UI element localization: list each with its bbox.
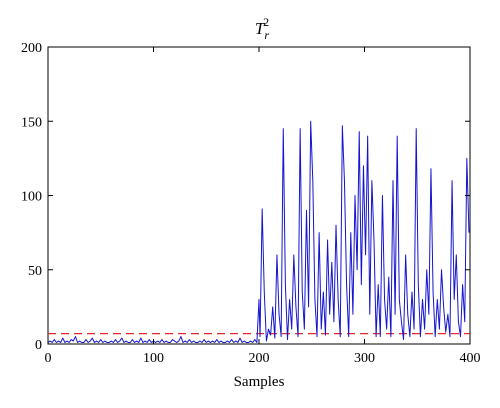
x-tick-label: 300 xyxy=(354,351,375,366)
chart-title: Tr2 xyxy=(255,15,269,42)
x-tick-label: 0 xyxy=(45,351,52,366)
y-tick-label: 100 xyxy=(21,190,42,205)
chart-title-base: T xyxy=(255,19,266,38)
chart-title-sup: 2 xyxy=(263,15,269,29)
y-axis-ticks: 0 50 100 150 200 xyxy=(21,41,470,353)
x-tick-label: 100 xyxy=(143,351,164,366)
x-axis-ticks: 0 100 200 300 400 xyxy=(45,47,481,366)
y-tick-label: 50 xyxy=(28,264,42,279)
y-tick-label: 0 xyxy=(35,338,42,353)
chart-title-sub: r xyxy=(264,28,269,42)
x-tick-label: 200 xyxy=(249,351,270,366)
x-axis-label: Samples xyxy=(234,374,285,390)
data-series-line xyxy=(47,120,470,344)
y-tick-label: 150 xyxy=(21,115,42,130)
x-tick-label: 400 xyxy=(460,351,481,366)
y-tick-label: 200 xyxy=(21,41,42,56)
